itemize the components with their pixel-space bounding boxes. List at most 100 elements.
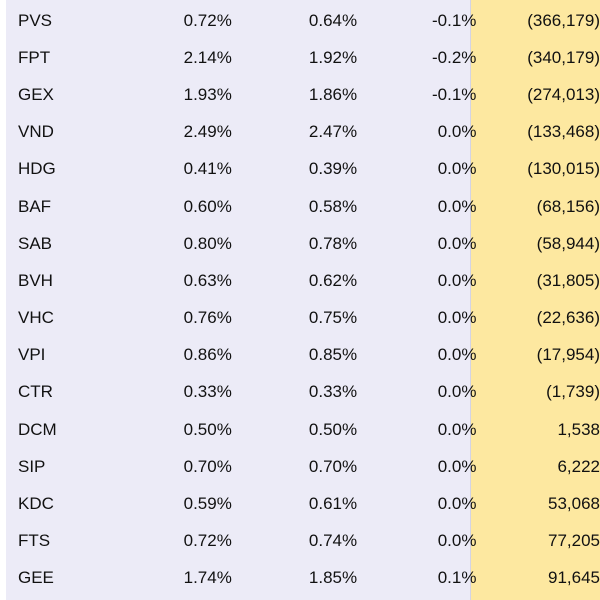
ticker-cell[interactable]: BAF [18, 196, 52, 216]
change-cell[interactable]: 0.0% [437, 345, 477, 365]
percent-cell-2[interactable]: 0.50% [308, 419, 358, 439]
change-cell[interactable]: 0.0% [437, 122, 477, 142]
ticker-cell[interactable]: VND [18, 122, 54, 142]
table-row[interactable]: DCM 0.50% 0.50% 0.0% 1,538 [6, 411, 600, 448]
percent-cell-2[interactable]: 1.85% [308, 568, 358, 588]
change-cell[interactable]: 0.0% [437, 233, 477, 253]
ticker-cell[interactable]: SIP [18, 456, 46, 476]
value-cell[interactable]: 91,645 [548, 568, 600, 588]
ticker-cell[interactable]: GEE [18, 568, 54, 588]
ticker-cell[interactable]: VPI [18, 345, 46, 365]
percent-cell-2[interactable]: 0.85% [308, 345, 358, 365]
value-cell[interactable]: (31,805) [536, 270, 600, 290]
value-cell[interactable]: (130,015) [527, 159, 600, 179]
value-cell[interactable]: (58,944) [536, 233, 600, 253]
value-cell[interactable]: (17,954) [536, 345, 600, 365]
ticker-cell[interactable]: FPT [18, 47, 51, 67]
percent-cell-1[interactable]: 0.50% [183, 419, 232, 439]
percent-cell-1[interactable]: 1.93% [183, 84, 232, 104]
table-row[interactable]: GEX 1.93% 1.86% -0.1% (274,013) [6, 76, 600, 113]
percent-cell-1[interactable]: 0.80% [183, 233, 232, 253]
value-cell[interactable]: (68,156) [536, 196, 600, 216]
table-row[interactable]: KDC 0.59% 0.61% 0.0% 53,068 [6, 485, 600, 522]
value-cell[interactable]: (133,468) [527, 122, 600, 142]
percent-cell-2[interactable]: 0.62% [308, 270, 358, 290]
percent-cell-1[interactable]: 0.59% [183, 494, 232, 514]
ticker-cell[interactable]: VHC [18, 308, 54, 328]
percent-cell-2[interactable]: 0.33% [308, 382, 358, 402]
ticker-cell[interactable]: KDC [18, 494, 54, 514]
highlighted-column-background [470, 0, 600, 600]
percent-cell-2[interactable]: 0.61% [308, 494, 358, 514]
percent-cell-2[interactable]: 1.86% [308, 84, 358, 104]
percent-cell-1[interactable]: 0.86% [183, 345, 232, 365]
ticker-cell[interactable]: SAB [18, 233, 53, 253]
percent-cell-1[interactable]: 2.14% [183, 47, 232, 67]
change-cell[interactable]: 0.0% [437, 159, 477, 179]
percent-cell-2[interactable]: 0.58% [308, 196, 358, 216]
change-cell[interactable]: 0.0% [437, 308, 477, 328]
percent-cell-1[interactable]: 1.74% [183, 568, 232, 588]
table-row[interactable]: CTR 0.33% 0.33% 0.0% (1,739) [6, 374, 600, 411]
table-row[interactable]: SIP 0.70% 0.70% 0.0% 6,222 [6, 448, 600, 485]
change-cell[interactable]: -0.1% [432, 10, 477, 30]
change-cell[interactable]: 0.0% [437, 419, 477, 439]
percent-cell-2[interactable]: 0.64% [308, 10, 358, 30]
table-row[interactable]: VPI 0.86% 0.85% 0.0% (17,954) [6, 337, 600, 374]
change-cell[interactable]: 0.0% [437, 456, 477, 476]
table-row[interactable]: VND 2.49% 2.47% 0.0% (133,468) [6, 114, 600, 151]
value-cell[interactable]: (274,013) [527, 84, 600, 104]
value-cell[interactable]: (1,739) [546, 382, 600, 402]
value-cell[interactable]: 1,538 [557, 419, 600, 439]
percent-cell-1[interactable]: 0.63% [183, 270, 232, 290]
percent-cell-2[interactable]: 2.47% [308, 122, 358, 142]
percent-cell-1[interactable]: 0.72% [183, 10, 232, 30]
change-cell[interactable]: -0.1% [432, 84, 477, 104]
column-divider [470, 0, 471, 600]
ticker-cell[interactable]: GEX [18, 84, 54, 104]
sheet-left-edge [0, 0, 6, 600]
value-cell[interactable]: 77,205 [548, 531, 600, 551]
change-cell[interactable]: 0.0% [437, 494, 477, 514]
percent-cell-1[interactable]: 0.33% [183, 382, 232, 402]
table-row[interactable]: SAB 0.80% 0.78% 0.0% (58,944) [6, 225, 600, 262]
value-cell[interactable]: (22,636) [536, 308, 600, 328]
percent-cell-1[interactable]: 2.49% [183, 122, 232, 142]
value-cell[interactable]: (366,179) [527, 10, 600, 30]
percent-cell-2[interactable]: 0.70% [308, 456, 358, 476]
percent-cell-1[interactable]: 0.72% [183, 531, 232, 551]
ticker-cell[interactable]: FTS [18, 531, 51, 551]
percent-cell-2[interactable]: 0.78% [308, 233, 358, 253]
percent-cell-1[interactable]: 0.70% [183, 456, 232, 476]
percent-cell-2[interactable]: 1.92% [308, 47, 358, 67]
ticker-cell[interactable]: BVH [18, 270, 53, 290]
ticker-cell[interactable]: PVS [18, 10, 53, 30]
change-cell[interactable]: 0.0% [437, 270, 477, 290]
value-cell[interactable]: 53,068 [548, 494, 600, 514]
table-row[interactable]: VHC 0.76% 0.75% 0.0% (22,636) [6, 300, 600, 337]
table-row[interactable]: FTS 0.72% 0.74% 0.0% 77,205 [6, 523, 600, 560]
table-row[interactable]: FPT 2.14% 1.92% -0.2% (340,179) [6, 39, 600, 76]
percent-cell-2[interactable]: 0.75% [308, 308, 358, 328]
table-row[interactable]: BAF 0.60% 0.58% 0.0% (68,156) [6, 188, 600, 225]
percent-cell-1[interactable]: 0.76% [183, 308, 232, 328]
ticker-cell[interactable]: DCM [18, 419, 57, 439]
percent-cell-1[interactable]: 0.41% [183, 159, 232, 179]
percent-cell-2[interactable]: 0.74% [308, 531, 358, 551]
change-cell[interactable]: 0.1% [437, 568, 477, 588]
table-row[interactable]: GEE 1.74% 1.85% 0.1% 91,645 [6, 560, 600, 597]
ticker-cell[interactable]: HDG [18, 159, 56, 179]
table-row[interactable]: BVH 0.63% 0.62% 0.0% (31,805) [6, 262, 600, 299]
table-row[interactable]: PVS 0.72% 0.64% -0.1% (366,179) [6, 2, 600, 39]
change-cell[interactable]: 0.0% [437, 382, 477, 402]
percent-cell-2[interactable]: 0.39% [308, 159, 358, 179]
ticker-cell[interactable]: CTR [18, 382, 53, 402]
change-cell[interactable]: 0.0% [437, 531, 477, 551]
table-row[interactable]: HDG 0.41% 0.39% 0.0% (130,015) [6, 151, 600, 188]
stock-data-table: PVS 0.72% 0.64% -0.1% (366,179) FPT 2.14% 1.92%… [6, 2, 600, 597]
percent-cell-1[interactable]: 0.60% [183, 196, 232, 216]
value-cell[interactable]: 6,222 [557, 456, 600, 476]
change-cell[interactable]: -0.2% [432, 47, 477, 67]
value-cell[interactable]: (340,179) [527, 47, 600, 67]
change-cell[interactable]: 0.0% [437, 196, 477, 216]
